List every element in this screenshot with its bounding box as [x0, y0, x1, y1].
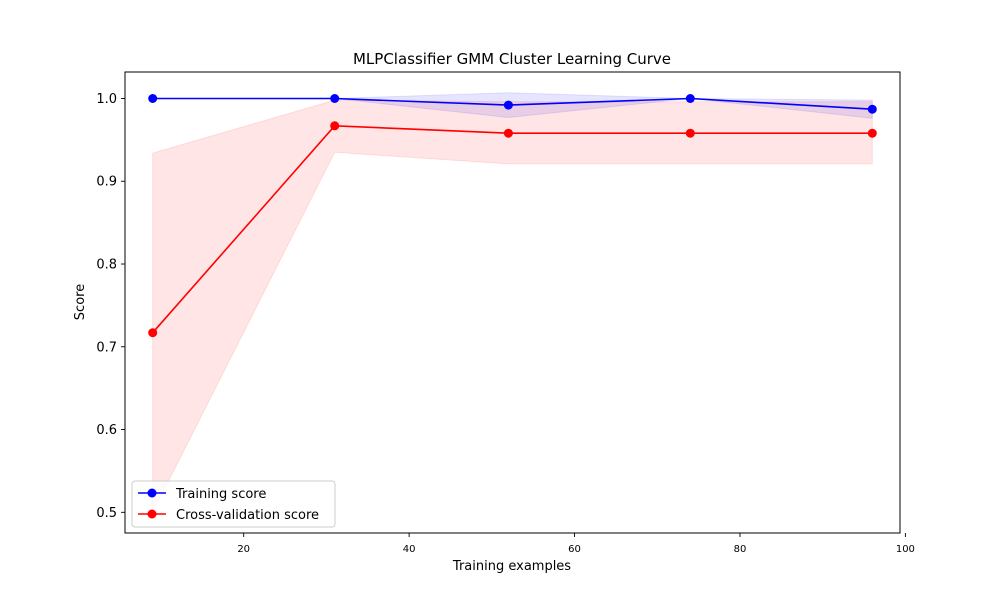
legend-label-1: Cross-validation score	[176, 508, 319, 523]
point-series-0-3	[685, 94, 695, 103]
legend-label-0: Training score	[175, 487, 266, 502]
x-tick-label: 80	[734, 544, 747, 555]
legend-marker-1	[147, 509, 157, 519]
point-series-1-2	[503, 128, 513, 138]
legend-box	[131, 480, 336, 528]
x-axis-label: Training examples	[452, 559, 571, 574]
y-axis-label: Score	[73, 284, 88, 320]
y-tick-label: 0.9	[96, 175, 117, 190]
legend: Training score Cross-validation score	[131, 480, 336, 528]
point-series-1-0	[148, 328, 158, 338]
chart-title: MLPClassifier GMM Cluster Learning Curve	[353, 50, 671, 68]
point-series-0-4	[867, 104, 877, 114]
band-series-1	[152, 99, 873, 513]
point-series-1-4	[867, 128, 877, 138]
point-series-0-0	[148, 94, 158, 103]
y-tick-label: 1.0	[96, 92, 117, 107]
point-series-1-3	[685, 128, 695, 138]
y-tick-label: 0.6	[96, 423, 117, 438]
point-series-0-1	[330, 94, 340, 103]
legend-marker-0	[147, 488, 157, 498]
y-tick-label: 0.5	[96, 506, 117, 521]
y-tick-label: 0.8	[96, 258, 117, 273]
legend-items: Training score Cross-validation score	[138, 487, 319, 523]
x-tick-label: 20	[237, 544, 250, 555]
point-series-0-2	[503, 100, 513, 110]
x-tick-label: 100	[896, 544, 915, 555]
point-series-1-1	[330, 121, 340, 131]
plot-frame	[124, 71, 901, 534]
x-tick-label: 40	[403, 544, 416, 555]
x-tick-label: 60	[568, 544, 581, 555]
y-tick-label: 0.7	[96, 340, 117, 355]
y-axis-ticks: 0.5 0.6 0.7 0.8 0.9 1.0	[96, 92, 125, 521]
series-points	[148, 94, 877, 338]
x-axis-ticks: 20 40 60 80 100	[237, 533, 915, 555]
